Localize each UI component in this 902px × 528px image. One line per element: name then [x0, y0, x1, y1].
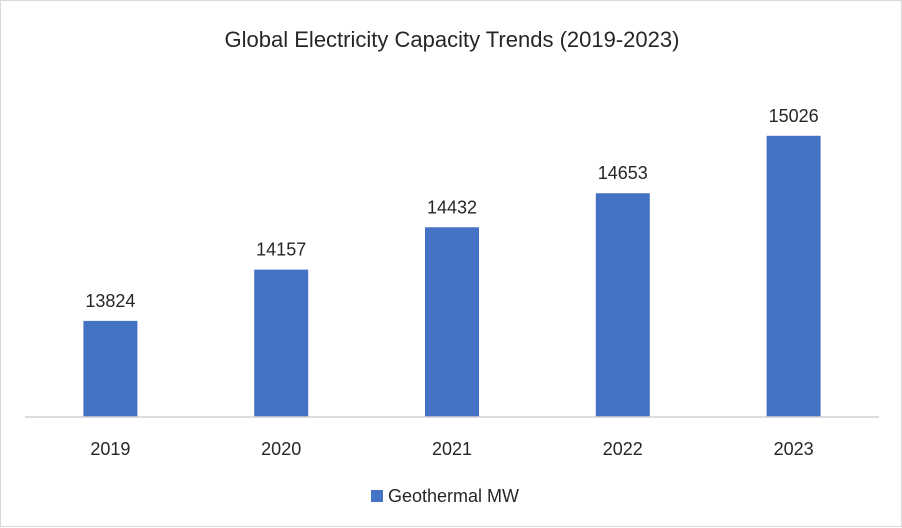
chart-title: Global Electricity Capacity Trends (2019…	[225, 27, 680, 52]
bar-2022	[595, 193, 650, 417]
x-tick-label-2020: 2020	[261, 439, 301, 459]
data-label-2021: 14432	[427, 197, 477, 217]
x-tick-label-2022: 2022	[603, 439, 643, 459]
legend: Geothermal MW	[371, 486, 519, 506]
bar-2020	[254, 269, 309, 417]
bars: 13824 2019 14157 2020 14432 2021 14653 2022 1502…	[83, 106, 821, 459]
bar-2019	[83, 320, 138, 417]
data-label-2022: 14653	[598, 163, 648, 183]
x-tick-label-2019: 2019	[90, 439, 130, 459]
x-tick-label-2021: 2021	[432, 439, 472, 459]
legend-label: Geothermal MW	[388, 486, 519, 506]
x-tick-label-2023: 2023	[774, 439, 814, 459]
data-label-2020: 14157	[256, 240, 306, 260]
legend-swatch	[371, 490, 383, 502]
bar-2021	[425, 227, 479, 417]
data-label-2023: 15026	[769, 106, 819, 126]
bar-2023	[766, 135, 821, 417]
data-label-2019: 13824	[85, 291, 135, 311]
